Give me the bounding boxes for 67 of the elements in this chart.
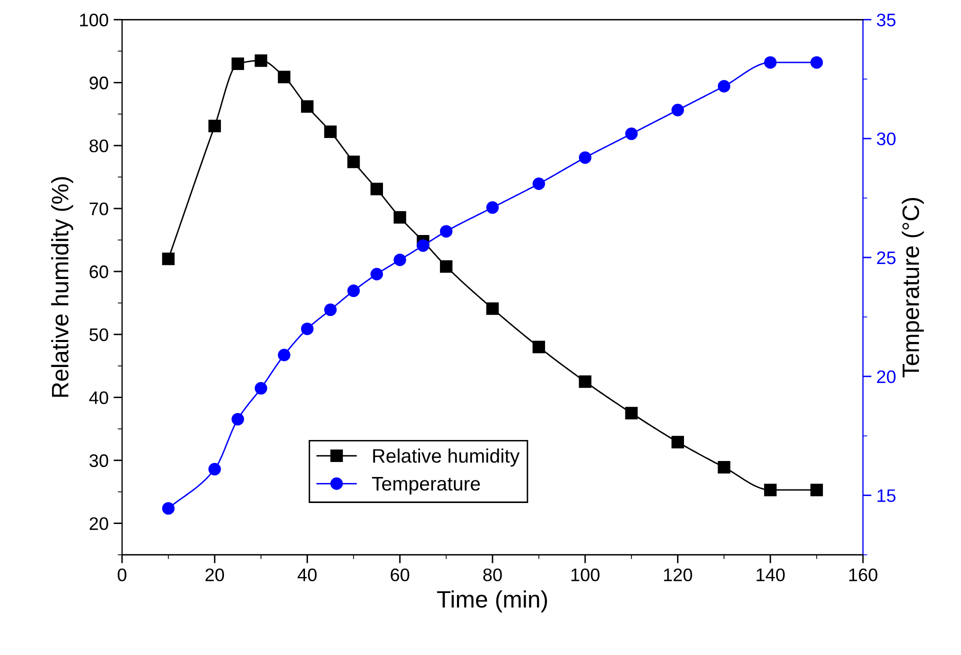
point bbox=[347, 284, 360, 298]
point bbox=[394, 254, 406, 266]
point bbox=[718, 461, 730, 474]
x-tick-label: 80 bbox=[483, 568, 502, 582]
point bbox=[625, 128, 638, 140]
y2-axis-title: Temperature (°C) bbox=[902, 198, 924, 378]
point bbox=[486, 302, 499, 315]
x-tick-label: 20 bbox=[206, 568, 224, 582]
legend-label: Temperature bbox=[372, 477, 480, 494]
y-tick-label: 20 bbox=[90, 517, 108, 530]
point bbox=[810, 484, 823, 496]
point bbox=[162, 252, 175, 266]
point bbox=[810, 56, 823, 69]
point bbox=[440, 225, 452, 238]
point bbox=[764, 56, 777, 69]
point bbox=[232, 412, 244, 426]
y-tick-label: 100 bbox=[80, 14, 108, 26]
point bbox=[370, 268, 383, 280]
point bbox=[486, 201, 499, 214]
x-tick-label: 0 bbox=[118, 568, 126, 582]
point bbox=[254, 54, 268, 67]
x-axis-title: Time (min) bbox=[437, 590, 548, 612]
point bbox=[532, 340, 546, 354]
y-tick-label: 80 bbox=[90, 140, 108, 152]
point bbox=[278, 348, 290, 362]
point bbox=[394, 211, 406, 224]
point bbox=[162, 502, 175, 515]
y-tick-label: 30 bbox=[89, 454, 108, 468]
point bbox=[324, 125, 337, 138]
point bbox=[301, 100, 314, 113]
x-tick-label: 60 bbox=[390, 568, 410, 582]
point bbox=[718, 80, 730, 92]
point bbox=[416, 239, 430, 252]
y2-tick-label: 15 bbox=[878, 489, 896, 502]
point bbox=[578, 375, 592, 388]
legend-label: Relative humidity bbox=[373, 448, 520, 467]
point bbox=[370, 182, 383, 196]
x-tick-label: 160 bbox=[849, 568, 878, 582]
y-tick-label: 70 bbox=[90, 202, 108, 216]
x-tick-label: 40 bbox=[298, 568, 317, 582]
y-tick-label: 50 bbox=[89, 328, 108, 342]
y2-tick-label: 25 bbox=[877, 251, 896, 264]
point bbox=[532, 178, 546, 190]
point bbox=[440, 260, 452, 273]
y2-tick-label: 35 bbox=[876, 14, 896, 26]
y-axis-title: Relative humidity (%) bbox=[51, 177, 74, 397]
y-tick-label: 40 bbox=[89, 391, 108, 404]
point bbox=[324, 304, 337, 316]
y-tick-label: 60 bbox=[90, 265, 108, 278]
point bbox=[254, 382, 268, 395]
point bbox=[347, 156, 360, 168]
point bbox=[208, 462, 221, 476]
y2-tick-label: 30 bbox=[876, 132, 896, 146]
point bbox=[625, 406, 638, 420]
x-tick-label: 100 bbox=[571, 568, 600, 582]
x-tick-label: 140 bbox=[756, 568, 785, 582]
y-tick-label: 90 bbox=[90, 76, 108, 90]
point bbox=[671, 436, 684, 448]
x-tick-label: 120 bbox=[664, 568, 692, 582]
point bbox=[232, 57, 244, 70]
point bbox=[764, 484, 777, 496]
y2-tick-label: 20 bbox=[877, 370, 896, 384]
point bbox=[671, 104, 684, 116]
point bbox=[208, 120, 221, 132]
point bbox=[301, 322, 314, 336]
point bbox=[578, 151, 592, 164]
point bbox=[278, 70, 290, 84]
